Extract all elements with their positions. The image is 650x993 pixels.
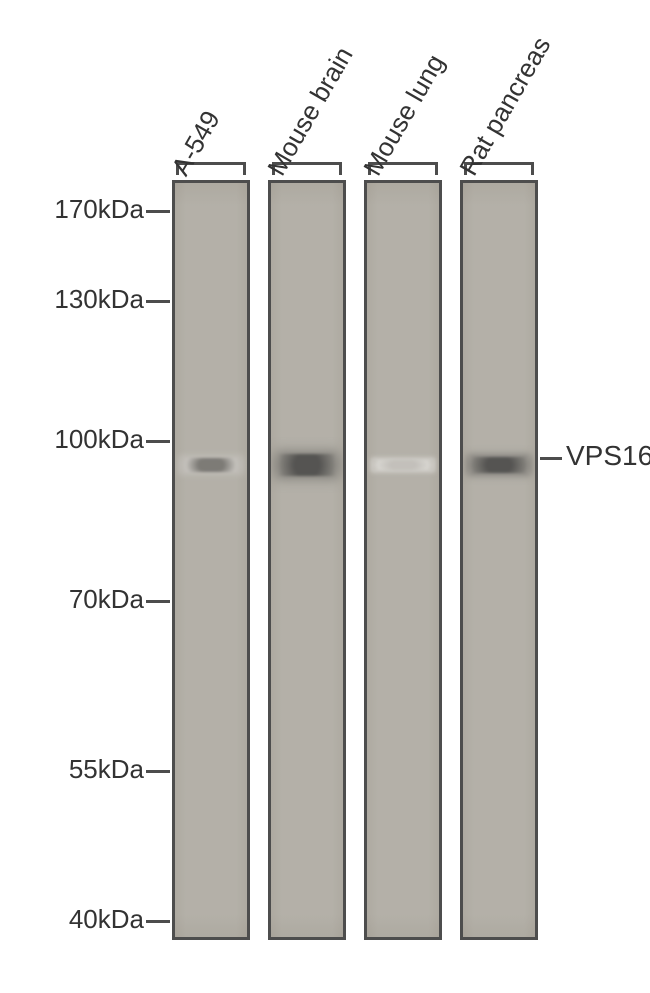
target-label: VPS16	[566, 440, 650, 472]
protein-band	[373, 460, 433, 470]
blot-lane	[364, 180, 442, 940]
target-tick	[540, 457, 562, 460]
lane-label: Mouse brain	[261, 42, 359, 181]
mw-marker-label: 100kDa	[54, 424, 144, 455]
blot-lane	[172, 180, 250, 940]
mw-marker-tick	[146, 300, 170, 303]
mw-marker-tick	[146, 600, 170, 603]
mw-marker-tick	[146, 210, 170, 213]
mw-marker-label: 70kDa	[69, 584, 144, 615]
mw-marker-label: 170kDa	[54, 194, 144, 225]
mw-marker-tick	[146, 920, 170, 923]
blot-lane	[268, 180, 346, 940]
lane-label: Rat pancreas	[453, 32, 557, 181]
blot-lane	[460, 180, 538, 940]
protein-band	[469, 457, 529, 473]
protein-band	[181, 458, 241, 472]
protein-band	[277, 454, 337, 476]
mw-marker-label: 130kDa	[54, 284, 144, 315]
lane-label: A-549	[165, 105, 227, 181]
mw-marker-label: 55kDa	[69, 754, 144, 785]
mw-marker-label: 40kDa	[69, 904, 144, 935]
mw-marker-tick	[146, 770, 170, 773]
mw-marker-tick	[146, 440, 170, 443]
